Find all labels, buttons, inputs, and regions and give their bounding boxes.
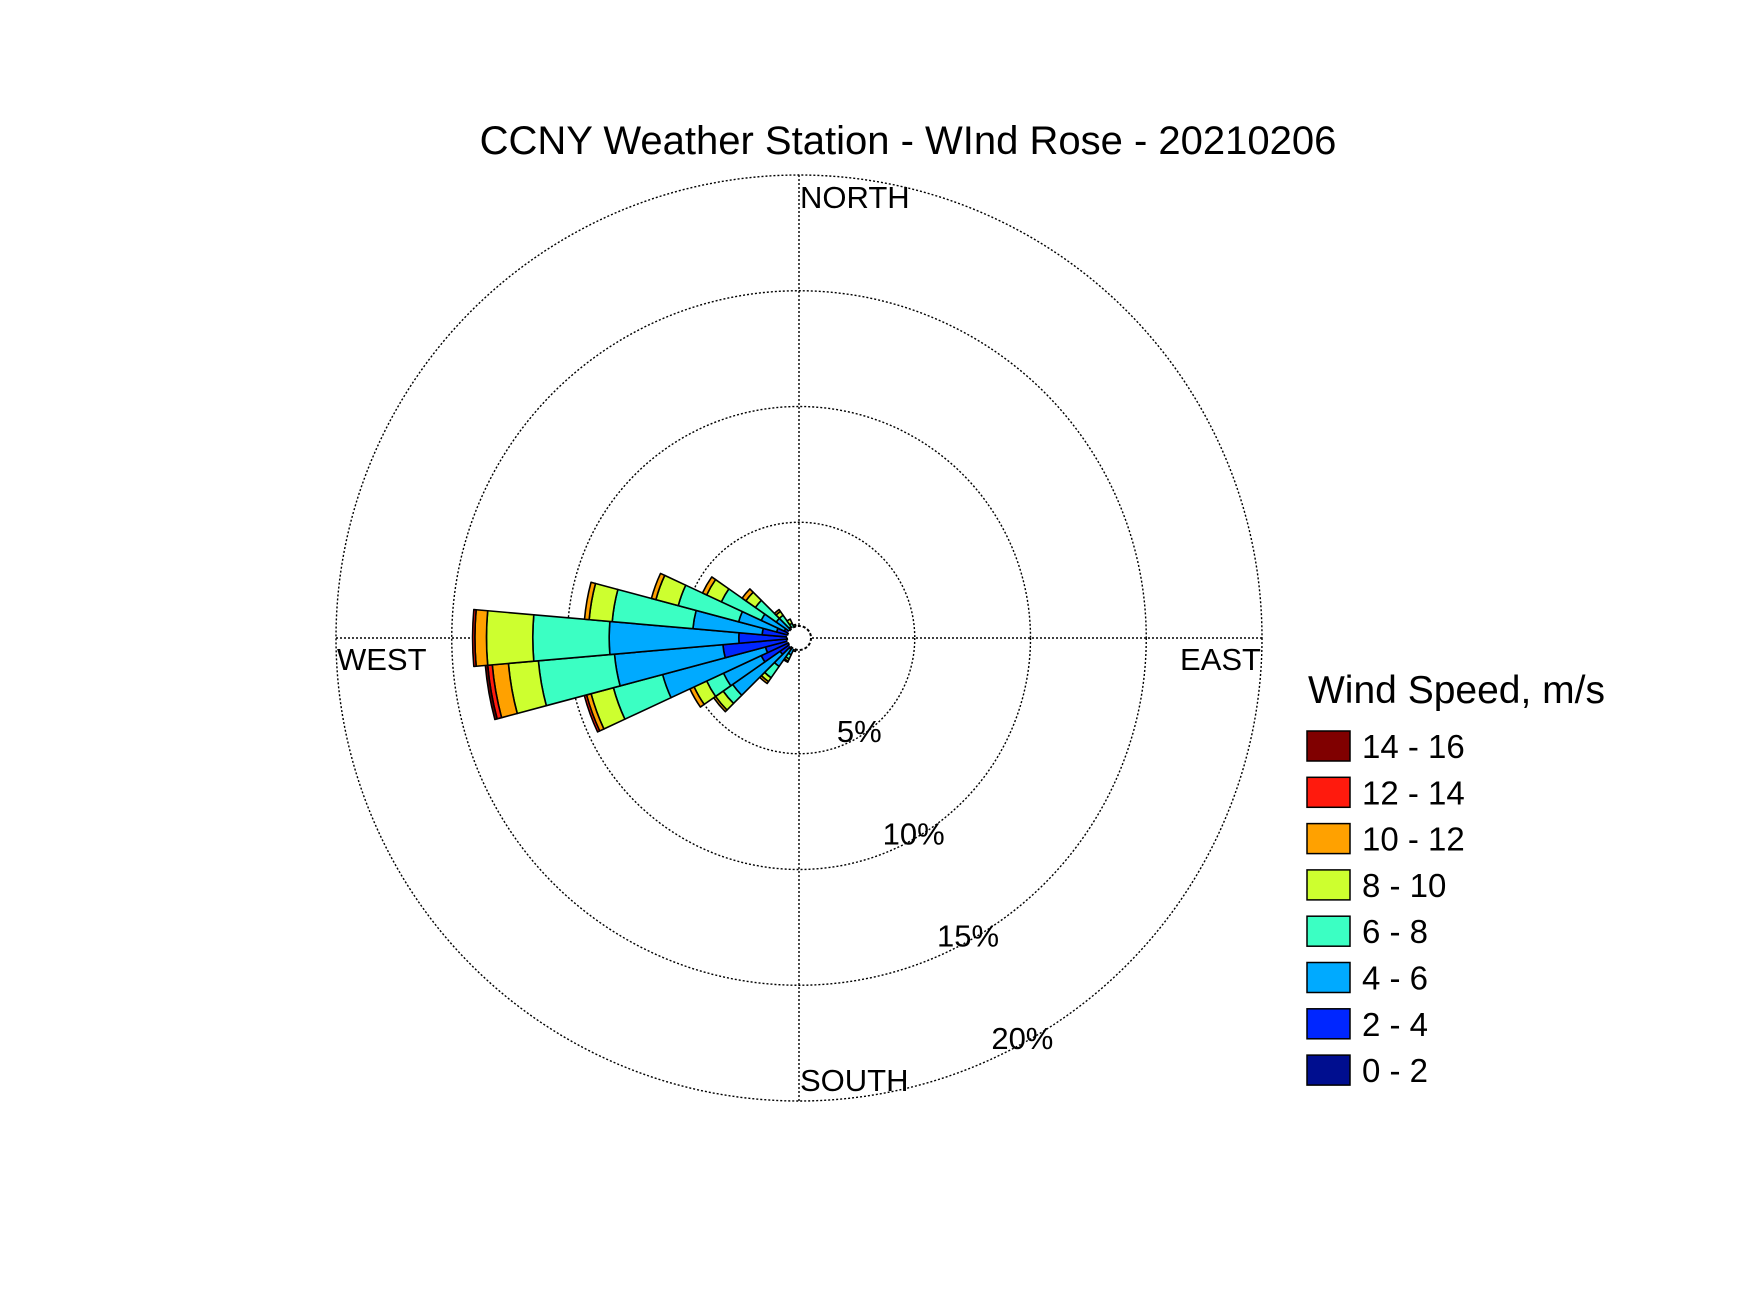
ring-label: 10% [883,816,945,851]
legend-title: Wind Speed, m/s [1308,669,1605,712]
petal-segment [786,618,793,626]
legend-label: 8 - 10 [1362,867,1446,904]
south-label: SOUTH [800,1063,909,1098]
center-hole [786,625,812,651]
legend-label: 10 - 12 [1362,821,1465,858]
legend: Wind Speed, m/s 14 - 16 12 - 14 10 - 12 8 -… [1306,669,1605,1089]
ring-labels: 5% 10% 15% 20% [837,714,1053,1056]
petal-segment [531,613,611,663]
chart-title: CCNY Weather Station - WInd Rose - 20210… [480,119,1337,163]
legend-label: 2 - 4 [1362,1006,1428,1043]
sector-290 [650,572,800,639]
legend-swatch [1306,869,1351,901]
legend-label: 0 - 2 [1362,1052,1428,1089]
petal-segment [773,608,782,616]
legend-label: 6 - 8 [1362,913,1428,950]
grid-ring [566,405,1032,871]
legend-swatch [1306,915,1351,947]
north-label: NORTH [800,180,910,215]
petal-segment [583,581,597,621]
east-label: EAST [1180,642,1261,677]
petal-segment [485,609,535,667]
legend-swatch [1306,776,1351,809]
wind-rose-petals [471,572,800,733]
ring-label: 20% [991,1021,1053,1056]
sector-280 [583,581,800,639]
legend-swatch [1306,730,1351,762]
petal-segment [650,572,666,601]
legend-swatch [1306,1054,1351,1086]
legend-label: 14 - 16 [1362,728,1465,765]
polar-grid [335,174,1263,1102]
petal-segment [474,608,489,668]
petal-segment [701,576,717,596]
sector-270 [471,608,800,668]
west-label: WEST [337,642,427,677]
sector-310 [741,588,800,639]
legend-swatch [1306,961,1351,994]
legend-swatch [1306,822,1351,855]
petal-segment [741,588,754,602]
petal-segment [471,608,477,668]
grid-ring [682,521,916,755]
legend-swatch [1306,1008,1351,1040]
ring-label: 15% [937,919,999,954]
legend-label: 12 - 14 [1362,774,1465,811]
legend-label: 4 - 6 [1362,960,1428,997]
grid-ring [451,290,1147,986]
ring-label: 5% [837,714,882,749]
